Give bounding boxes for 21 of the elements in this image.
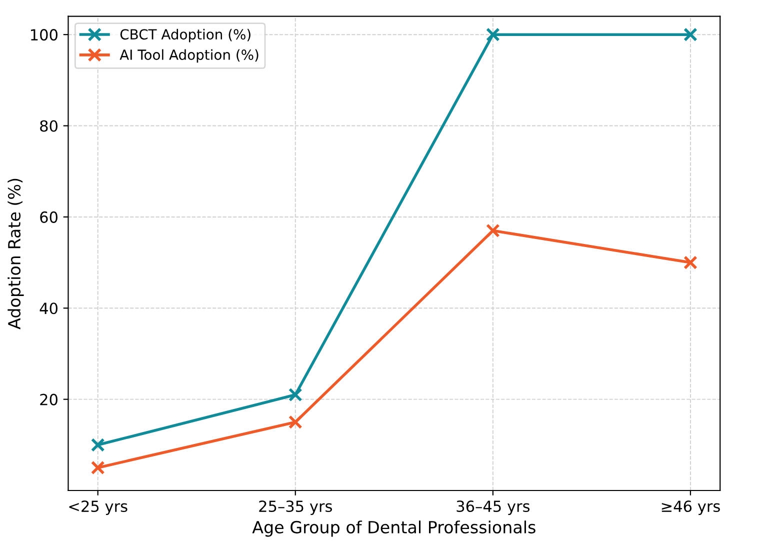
point [684,256,698,270]
point [684,28,698,42]
point [486,224,500,238]
legend-label: CBCT Adoption (%) [120,28,250,42]
point [486,28,500,42]
legend-label: AI Tool Adoption (%) [120,49,258,63]
x-axis-title: Age Group of Dental Professionals [252,520,536,537]
x-tick-label: ≥46 yrs [662,500,720,516]
point [288,388,302,402]
point [288,415,302,430]
x-tick-label: 25–35 yrs [259,500,332,516]
y-tick-label: 100 [31,29,58,41]
point [90,438,105,452]
point [90,460,105,475]
x-tick-label: 36–45 yrs [456,500,530,516]
y-tick-label: 80 [40,120,58,132]
y-tick-label: 20 [40,394,58,406]
y-tick-label: 40 [40,302,58,314]
y-tick-label: 60 [40,211,58,223]
x-tick-label: <25 yrs [69,500,128,516]
y-axis-title: Adoption Rate (%) [8,178,24,330]
